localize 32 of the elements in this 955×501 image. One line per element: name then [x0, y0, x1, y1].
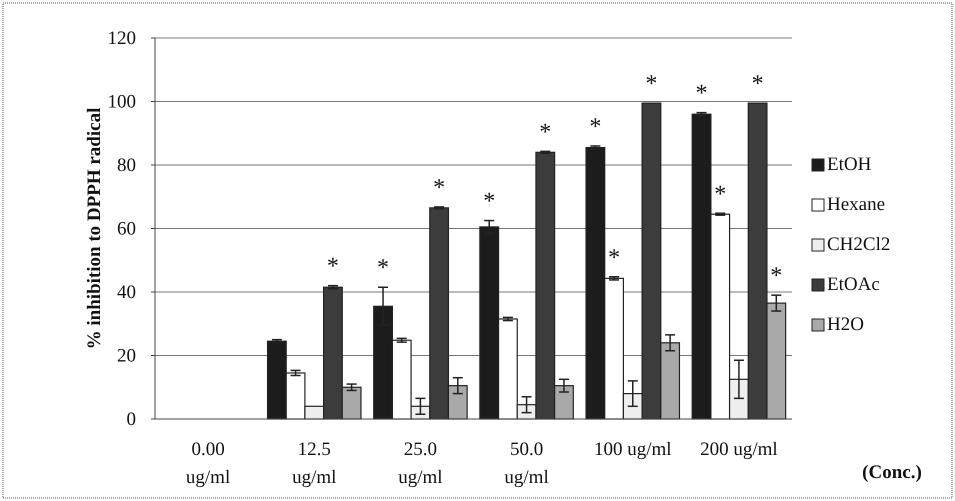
y-tick-label: 120 — [108, 28, 136, 50]
x-tick-label: 200 ug/ml — [700, 439, 778, 460]
y-tick-label: 0 — [126, 409, 136, 430]
legend-label: H2O — [827, 314, 864, 335]
legend-label: EtOH — [827, 154, 872, 175]
data-label: * — [326, 254, 339, 280]
x-tick-label: 12.5 ug/ml — [292, 439, 336, 488]
data-label: * — [589, 114, 602, 140]
x-tick-label: 50.0 ug/ml — [504, 439, 549, 488]
data-label: * — [539, 119, 552, 146]
y-tick-label: 100 — [108, 92, 136, 113]
x-tick-label: 25.0 ug/ml — [398, 439, 443, 488]
x-tick-label: 100 ug/ml — [594, 439, 672, 460]
data-label: * — [483, 188, 496, 215]
data-label: * — [377, 255, 390, 282]
data-label: * — [696, 80, 708, 107]
data-label: * — [433, 174, 446, 201]
y-tick-label: 20 — [117, 346, 136, 367]
legend-label: EtOAc — [827, 274, 880, 295]
legend-label: Hexane — [827, 194, 886, 215]
data-label: * — [770, 263, 782, 290]
y-axis-title: % inhibition to DPPH radical — [84, 108, 105, 350]
data-label: * — [608, 244, 620, 271]
x-tick-label: 0.00 ug/ml — [186, 439, 230, 488]
legend-label: CH2Cl2 — [827, 234, 890, 255]
y-tick-label: 40 — [117, 282, 136, 304]
data-label: * — [714, 181, 726, 208]
y-tick-label: 60 — [117, 218, 136, 240]
x-axis-title: (Conc.) — [862, 462, 922, 483]
data-label: * — [645, 71, 658, 98]
data-label: * — [752, 71, 764, 98]
y-tick-label: 80 — [117, 155, 136, 176]
